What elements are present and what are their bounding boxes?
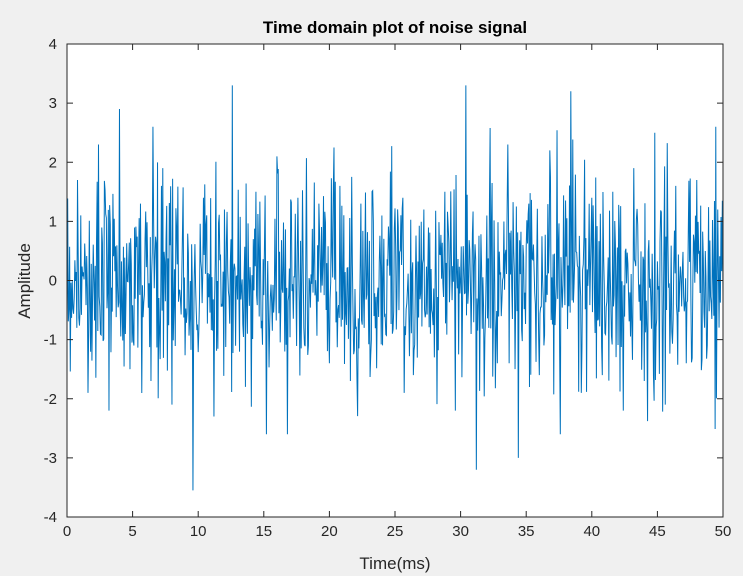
y-tick-label: -3	[44, 450, 57, 467]
x-tick-label: 15	[255, 523, 272, 540]
y-axis-label: Amplitude	[15, 243, 34, 319]
x-ticks: 0 5 10 15 20 25 30 35 40 45 50	[63, 44, 732, 540]
x-tick-label: 40	[583, 523, 600, 540]
y-tick-label: 1	[49, 213, 57, 230]
x-tick-label: 10	[190, 523, 207, 540]
series-layer	[66, 85, 724, 491]
y-tick-label: -1	[44, 332, 57, 349]
y-tick-label: 3	[49, 95, 57, 112]
y-tick-label: 0	[49, 273, 57, 290]
y-ticks: -4 -3 -2 -1 0 1 2 3 4	[44, 36, 723, 526]
x-tick-label: 50	[715, 523, 732, 540]
x-tick-label: 25	[387, 523, 404, 540]
chart-title: Time domain plot of noise signal	[263, 18, 527, 37]
y-tick-label: -4	[44, 509, 57, 526]
series-line	[66, 85, 724, 491]
x-tick-label: 45	[649, 523, 666, 540]
x-tick-label: 0	[63, 523, 71, 540]
x-tick-label: 30	[452, 523, 469, 540]
x-tick-label: 20	[321, 523, 338, 540]
x-axis-label: Time(ms)	[359, 554, 430, 573]
x-tick-label: 5	[128, 523, 136, 540]
y-tick-label: 2	[49, 154, 57, 171]
x-tick-label: 35	[518, 523, 535, 540]
y-tick-label: -2	[44, 391, 57, 408]
y-tick-label: 4	[49, 36, 57, 53]
